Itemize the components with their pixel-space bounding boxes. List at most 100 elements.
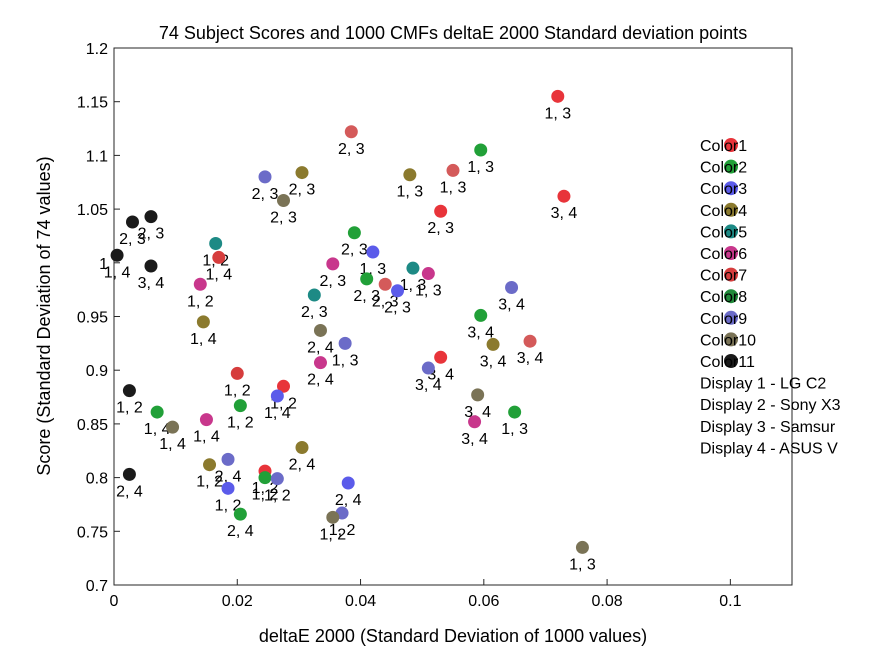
data-point xyxy=(360,272,374,286)
data-point-label: 1, 3 xyxy=(400,277,427,294)
y-tick-label: 1.1 xyxy=(86,148,108,165)
data-point xyxy=(557,189,571,203)
data-point xyxy=(434,350,448,364)
data-point-label: 1, 3 xyxy=(397,184,424,201)
data-point xyxy=(221,481,235,495)
data-point xyxy=(150,405,164,419)
data-point xyxy=(258,471,272,485)
data-point-label: 1, 4 xyxy=(190,331,217,348)
data-point-label: 3, 4 xyxy=(551,205,578,222)
x-tick-label: 0 xyxy=(110,593,119,610)
data-point-label: 1, 4 xyxy=(205,266,232,283)
display-note: Display 3 - Samsur xyxy=(700,419,836,436)
y-tick-label: 0.85 xyxy=(77,417,108,434)
data-point-label: 1, 4 xyxy=(264,405,291,422)
data-point xyxy=(166,420,180,434)
data-point-label: 1, 2 xyxy=(116,400,143,417)
data-point-label: 3, 4 xyxy=(461,431,488,448)
y-tick-label: 0.9 xyxy=(86,363,108,380)
data-point-label: 3, 4 xyxy=(415,377,442,394)
legend-marker xyxy=(724,246,738,260)
data-point xyxy=(203,458,217,472)
x-tick-label: 0.02 xyxy=(222,593,253,610)
data-point-label: 2, 3 xyxy=(270,210,297,227)
legend-label: Color8 xyxy=(700,289,747,306)
y-tick-label: 1.05 xyxy=(77,202,108,219)
data-point-label: 1, 4 xyxy=(159,436,186,453)
data-point-label: 2, 4 xyxy=(116,483,143,500)
data-point-label: 2, 4 xyxy=(335,492,362,509)
data-point xyxy=(144,259,158,273)
legend-marker xyxy=(724,289,738,304)
data-point-label: 1, 2 xyxy=(319,526,346,543)
data-point-label: 2, 4 xyxy=(289,457,316,474)
data-point xyxy=(277,194,290,208)
data-point xyxy=(471,388,485,402)
data-point xyxy=(523,334,537,348)
data-point-label: 1, 2 xyxy=(224,382,251,399)
data-point-label: 2, 3 xyxy=(289,182,316,199)
legend-label: Color4 xyxy=(700,203,747,220)
x-tick-label: 0.1 xyxy=(719,593,741,610)
y-tick-label: 0.7 xyxy=(86,578,108,595)
data-point xyxy=(295,166,309,180)
legend-label: Color5 xyxy=(700,224,747,241)
data-point xyxy=(403,168,417,182)
legend-label: Color6 xyxy=(700,246,747,263)
data-point-label: 1, 2 xyxy=(187,293,214,310)
y-tick-label: 0.75 xyxy=(77,524,108,541)
data-point xyxy=(421,361,435,375)
data-point-label: 2, 4 xyxy=(215,468,242,485)
legend-marker xyxy=(724,159,738,174)
y-axis-label: Score (Standard Deviation of 74 values) xyxy=(34,156,54,475)
data-point-label: 1, 2 xyxy=(264,488,291,505)
data-point-label: 1, 3 xyxy=(467,159,494,176)
data-point-label: 1, 3 xyxy=(569,556,596,573)
y-tick-label: 0.8 xyxy=(86,471,108,488)
data-point xyxy=(270,472,284,486)
legend-label: Color11 xyxy=(700,354,755,371)
data-point xyxy=(233,399,247,413)
chart-title: 74 Subject Scores and 1000 CMFs deltaE 2… xyxy=(159,23,747,43)
data-point xyxy=(122,467,136,481)
data-point-label: 3, 4 xyxy=(138,275,165,292)
data-point xyxy=(144,210,158,224)
data-point xyxy=(199,413,213,427)
x-tick-label: 0.06 xyxy=(468,593,499,610)
x-tick-label: 0.08 xyxy=(592,593,623,610)
data-point xyxy=(468,415,482,429)
data-point xyxy=(233,507,247,521)
x-axis-ticks: 0 0.02 0.04 0.06 0.08 0.1 xyxy=(110,579,742,610)
data-point-label: 2, 3 xyxy=(384,300,411,317)
data-point xyxy=(474,308,488,322)
data-point-label: 2, 3 xyxy=(338,141,365,158)
data-point xyxy=(446,163,460,177)
y-tick-label: 0.95 xyxy=(77,310,108,327)
data-point-label: 2, 3 xyxy=(119,231,146,248)
data-point-label: 1, 2 xyxy=(215,497,242,514)
data-point-label: 1, 3 xyxy=(544,105,571,122)
data-point-label: 1, 3 xyxy=(415,283,442,300)
data-point-label: 1, 3 xyxy=(501,421,528,438)
data-point-label: 2, 4 xyxy=(227,523,254,540)
data-point xyxy=(378,277,392,291)
data-point-label: 3, 4 xyxy=(467,324,494,341)
data-point xyxy=(277,379,290,393)
plot-area xyxy=(113,47,793,586)
legend-marker xyxy=(724,202,738,217)
data-point-label: 1, 4 xyxy=(144,421,171,438)
data-point xyxy=(125,215,139,229)
data-point xyxy=(486,337,500,351)
data-point-label: 1, 4 xyxy=(104,264,131,281)
data-point xyxy=(221,452,235,466)
data-point xyxy=(326,510,340,524)
data-point-label: 1, 3 xyxy=(332,352,359,369)
data-point xyxy=(270,389,284,403)
data-point-label: 2, 3 xyxy=(301,304,328,321)
display-note: Display 1 - LG C2 xyxy=(700,376,826,393)
data-point xyxy=(196,315,210,329)
data-point-label: 2, 3 xyxy=(319,273,346,290)
data-point-label: 1, 2 xyxy=(252,487,279,504)
y-axis-ticks: 0.7 0.75 0.8 0.85 0.9 0.95 1 1.05 1.1 1.15 1.2 xyxy=(77,41,120,595)
